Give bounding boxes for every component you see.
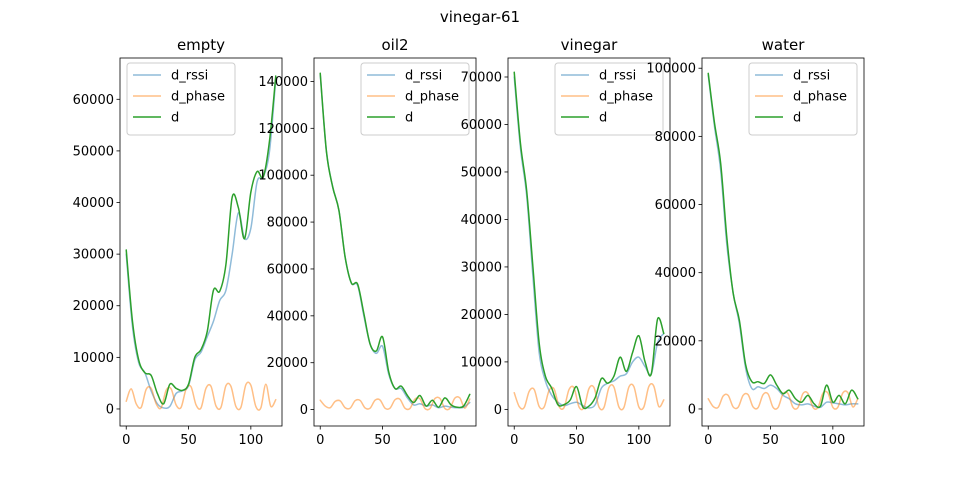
x-tick-label: 0 <box>316 433 324 448</box>
y-tick-label: 60000 <box>655 198 696 213</box>
figure-suptitle: vinegar-61 <box>440 8 520 26</box>
x-tick-label: 0 <box>122 433 130 448</box>
series-line-d <box>707 72 859 409</box>
x-tick-label: 0 <box>510 433 518 448</box>
series-lines <box>707 72 859 410</box>
y-tick-label: 40000 <box>73 196 114 211</box>
x-tick-label: 50 <box>180 433 197 448</box>
y-tick-label: 30000 <box>461 260 502 275</box>
series-line-d <box>125 75 277 405</box>
axes-frame <box>701 57 865 427</box>
x-tick-label: 100 <box>626 433 651 448</box>
y-tick-label: 50000 <box>73 144 114 159</box>
y-tick-label: 0 <box>494 403 502 418</box>
y-tick-label: 10000 <box>73 351 114 366</box>
y-tick-label: 100000 <box>258 169 308 184</box>
legend-label-d: d <box>599 111 607 126</box>
y-tick-label: 0 <box>688 402 696 417</box>
y-tick-label: 120000 <box>258 122 308 137</box>
legend-label-d-rssi: d_rssi <box>405 69 442 84</box>
axes-layer: 0 50 1000100002000030000400005000060000emp… <box>73 36 865 448</box>
series-lines <box>125 75 277 411</box>
x-tick-label: 50 <box>762 433 779 448</box>
x-tick-label: 100 <box>238 433 263 448</box>
y-tick-label: 40000 <box>461 213 502 228</box>
y-tick-label: 50000 <box>461 165 502 180</box>
legend-label-d-phase: d_phase <box>171 90 225 105</box>
subplot-water: 0 50 100 0 20000 40000 60000 80000 100000 water d_… <box>646 36 865 448</box>
y-tick-label: 20000 <box>655 334 696 349</box>
y-tick-label: 60000 <box>461 118 502 133</box>
legend-label-d-phase: d_phase <box>405 90 459 105</box>
legend-label-d: d <box>171 111 179 126</box>
subplot-vinegar: 0 50 100 0 10000 20000 30000 40000 50000 60000 700… <box>461 36 671 448</box>
y-tick-label: 100000 <box>646 62 696 77</box>
x-tick-label: 0 <box>704 433 712 448</box>
y-tick-label: 60000 <box>267 262 308 277</box>
axes-frame <box>313 57 477 427</box>
y-tick-label: 0 <box>300 403 308 418</box>
legend-label-d: d <box>405 111 413 126</box>
series-lines <box>513 71 665 411</box>
series-line-d-rssi <box>513 76 665 409</box>
y-tick-label: 70000 <box>461 70 502 85</box>
subplot-title: vinegar <box>561 36 618 54</box>
y-tick-label: 10000 <box>461 355 502 370</box>
x-tick-label: 100 <box>432 433 457 448</box>
x-tick-label: 50 <box>374 433 391 448</box>
y-tick-label: 20000 <box>461 308 502 323</box>
series-line-d-phase <box>125 381 277 411</box>
y-tick-label: 20000 <box>267 356 308 371</box>
x-tick-label: 100 <box>820 433 845 448</box>
y-tick-label: 40000 <box>267 309 308 324</box>
subplot-title: empty <box>177 36 225 54</box>
legend-label-d-rssi: d_rssi <box>793 69 830 84</box>
y-tick-label: 30000 <box>73 248 114 263</box>
y-tick-label: 140000 <box>258 75 308 90</box>
subplot-empty: 0 50 100 0 10000 20000 30000 40000 50000 60000 emp… <box>73 36 283 448</box>
series-line-d <box>513 71 665 410</box>
y-tick-label: 60000 <box>73 93 114 108</box>
axes-frame <box>507 57 671 427</box>
series-line-d-rssi <box>125 77 277 410</box>
series-line-d-phase <box>319 395 471 411</box>
series-line-d <box>319 72 471 409</box>
subplot-oil2: 0 50 100 0 20000 40000 60000 80000 100000 120000 1… <box>258 36 477 448</box>
y-tick-label: 0 <box>106 402 114 417</box>
legend-label-d: d <box>793 111 801 126</box>
y-tick-label: 80000 <box>267 216 308 231</box>
axes-frame <box>119 57 283 427</box>
legend-label-d-rssi: d_rssi <box>599 69 636 84</box>
y-tick-label: 20000 <box>73 299 114 314</box>
legend-label-d-phase: d_phase <box>599 90 653 105</box>
legend-label-d-rssi: d_rssi <box>171 69 208 84</box>
x-tick-label: 50 <box>568 433 585 448</box>
series-lines <box>319 72 471 411</box>
legend-label-d-phase: d_phase <box>793 90 847 105</box>
subplot-title: oil2 <box>381 36 408 54</box>
y-tick-label: 40000 <box>655 266 696 281</box>
series-line-d-phase <box>513 383 665 411</box>
subplot-title: water <box>762 36 806 54</box>
y-tick-label: 80000 <box>655 130 696 145</box>
